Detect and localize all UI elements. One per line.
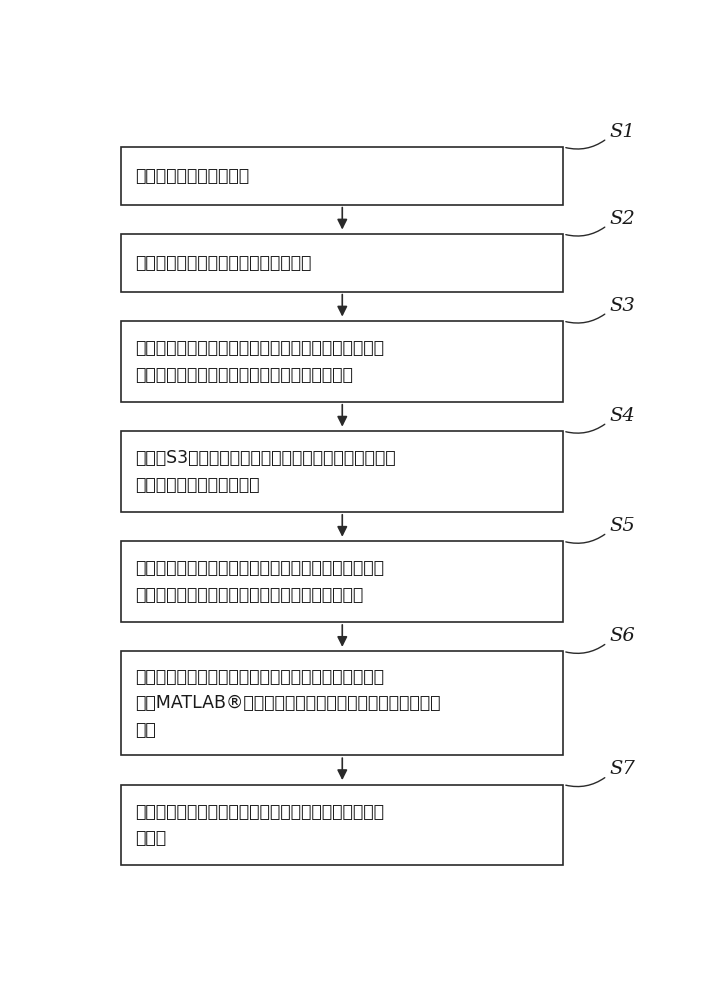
Bar [122, 147, 563, 205]
Text: S6: S6 [610, 627, 636, 645]
Bar [122, 541, 563, 622]
Text: 选择某种内短路方法，在不改变电池正负极电化学特性
的条件下，对选定的锂离子动力电池进行内短路: 选择某种内短路方法，在不改变电池正负极电化学特性 的条件下，对选定的锂离子动力电… [135, 339, 384, 384]
Text: S1: S1 [610, 123, 636, 141]
Bar [122, 651, 563, 755]
Bar [122, 321, 563, 402]
Text: 选定一款锂离子动力电池: 选定一款锂离子动力电池 [135, 167, 249, 185]
Bar [122, 431, 563, 512]
Text: 通过拟合获得最优参数，其中内短路电阻参数即为定量
估计值: 通过拟合获得最优参数，其中内短路电阻参数即为定量 估计值 [135, 803, 384, 847]
Bar [122, 785, 563, 865]
Text: 选定一种优化算法（如遗传算法），并使用计算机软件
（如MATLAB®等）对实验记录的内短路电池电压曲线进行
拟合: 选定一种优化算法（如遗传算法），并使用计算机软件 （如MATLAB®等）对实验记… [135, 668, 440, 739]
Bar [122, 234, 563, 292]
Text: S3: S3 [610, 297, 636, 315]
Text: S5: S5 [610, 517, 636, 535]
Text: 对选定的锂离子动力电池进行性能测试: 对选定的锂离子动力电池进行性能测试 [135, 254, 312, 272]
Text: S7: S7 [610, 760, 636, 778]
Text: 对步骤S3中得到的内短路电池进行充放电实验，监测并
记录内短路电池电压的变化: 对步骤S3中得到的内短路电池进行充放电实验，监测并 记录内短路电池电压的变化 [135, 449, 396, 494]
Text: 根据半电池电化学特性，以及内短路等效电路，建立内
短路电池充放电模型，并设定需要拟合优化的参数: 根据半电池电化学特性，以及内短路等效电路，建立内 短路电池充放电模型，并设定需要… [135, 559, 384, 604]
Text: S4: S4 [610, 407, 636, 425]
Text: S2: S2 [610, 210, 636, 228]
